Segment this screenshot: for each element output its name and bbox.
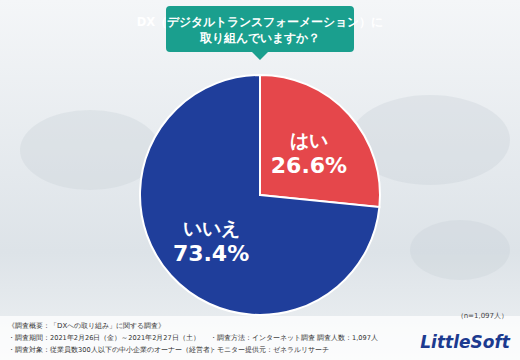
map-shape — [20, 110, 160, 190]
annotation: ・調査方法：インターネット調査 — [210, 334, 315, 342]
background — [0, 0, 520, 360]
annotation: （n=1,097人） — [457, 312, 508, 320]
map-shape — [410, 220, 510, 280]
title-line: DX（デジタルトランスフォーメーション）に — [137, 15, 383, 29]
value-label: 26.6% — [271, 153, 347, 178]
pie-slice — [140, 75, 379, 315]
annotation: 《調査概要：「DXへの取り組み」に関する調査》 — [8, 322, 165, 330]
annotation: ・モニター提供元：ゼネラルリサーチ — [210, 346, 329, 354]
annotation: ・調査対象：従業員数300人以下の中小企業のオーナー（経営者） — [8, 346, 217, 354]
chart-svg: DX（デジタルトランスフォーメーション）に取り組んでいますか？ はい26.6% いい… — [0, 0, 520, 360]
annotation: ・調査人数：1,097人 — [310, 334, 378, 342]
title-line: 取り組んでいますか？ — [199, 31, 320, 45]
category-label: はい — [290, 129, 328, 151]
pie-slice — [260, 75, 380, 207]
category-label: いいえ — [183, 217, 240, 239]
value-label: 73.4% — [173, 241, 249, 266]
pie-labels: はい26.6% いいえ73.4% — [173, 129, 347, 267]
logo: LittleSoft — [420, 332, 511, 352]
chart-container: DX（デジタルトランスフォーメーション）に取り組んでいますか？ はい26.6% いい… — [0, 0, 520, 360]
footer-band — [0, 316, 520, 360]
title: DX（デジタルトランスフォーメーション）に取り組んでいますか？ — [137, 15, 383, 45]
annotation: ・調査期間：2021年2月26日（金）～2021年2月27日（土） — [8, 334, 200, 342]
pie — [140, 75, 380, 315]
